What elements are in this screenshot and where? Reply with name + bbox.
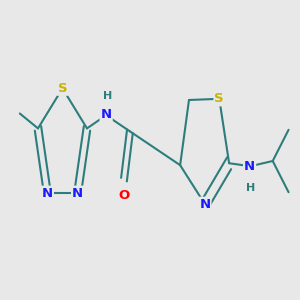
Text: N: N (100, 109, 112, 122)
Text: S: S (214, 92, 224, 105)
Text: N: N (72, 187, 83, 200)
Text: H: H (103, 91, 112, 101)
Text: N: N (42, 187, 53, 200)
Text: O: O (118, 190, 130, 202)
Text: H: H (246, 183, 256, 193)
Text: N: N (244, 160, 255, 173)
Text: S: S (58, 82, 67, 95)
Text: N: N (200, 198, 211, 211)
